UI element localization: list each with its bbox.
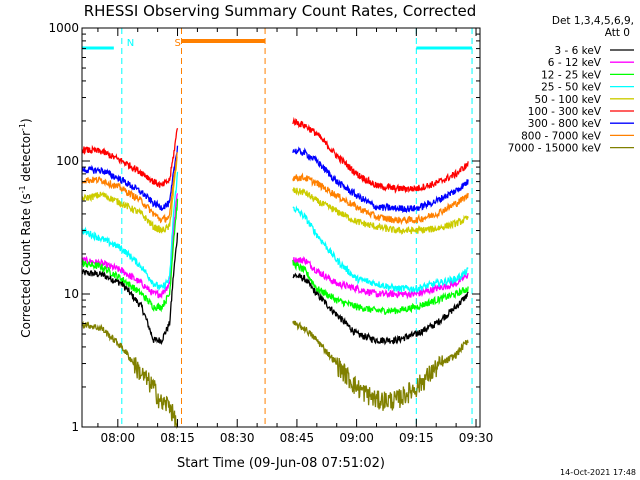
series-line-pre-saa [81,198,179,313]
legend-header-detectors: Det 1,3,4,5,6,9, [552,15,634,27]
legend-entry-label: 300 - 800 keV [528,118,602,130]
interval-marker-label: S [175,38,181,49]
x-tick-label: 08:15 [160,431,195,445]
y-axis-label-part: detector [19,131,33,186]
series-line-pre-saa [81,193,179,299]
y-tick-label: 1000 [48,21,79,35]
series-line-post-saa [292,187,469,235]
series-line-post-saa [292,260,469,315]
legend-entry-label: 50 - 100 keV [534,94,601,106]
legend-header-attenuator: Att 0 [605,27,630,39]
x-tick-label: 08:00 [101,431,136,445]
y-axis-label: Corrected Count Rate (s-1 detector-1) [18,118,33,337]
footer-timestamp: 14-Oct-2021 17:48 [560,468,636,477]
interval-marker-label: N [127,38,134,49]
y-axis-label-part: Corrected Count Rate (s [19,193,33,337]
series-line-post-saa [292,205,469,294]
series-line-post-saa [292,320,469,411]
legend-entry-label: 3 - 6 keV [554,45,601,57]
legend-entry-label: 7000 - 15000 keV [508,143,602,155]
series-line-pre-saa [81,320,179,429]
legend-entry-label: 6 - 12 keV [548,57,602,69]
series-line-pre-saa [81,151,179,224]
y-tick-label: 10 [64,287,79,301]
series-layer [81,116,469,429]
series-line-pre-saa [81,171,179,292]
axes-layer: 08:00 08:15 08:30 08:45 09:00 09:15 09:30 1 10 10… [48,21,493,445]
y-tick-label: 100 [56,154,79,168]
y-tick-label: 1 [71,420,79,434]
series-line-post-saa [292,256,469,300]
x-axis-label: Start Time (09-Jun-08 07:51:02) [177,456,385,471]
series-line-post-saa [292,172,469,226]
legend-entry-label: 100 - 300 keV [528,106,602,118]
x-tick-label: 08:30 [220,431,255,445]
series-line-pre-saa [81,128,179,188]
legend-entry-label: 25 - 50 keV [541,82,602,94]
plot-frame [81,27,481,428]
series-line-pre-saa [81,155,178,234]
x-tick-label: 09:15 [399,431,434,445]
y-axis-label-part: -1 [18,185,27,193]
x-tick-label: 09:00 [339,431,374,445]
chart-title: RHESSI Observing Summary Count Rates, Co… [84,2,477,20]
series-line-post-saa [292,116,469,194]
legend-entry-label: 800 - 7000 keV [521,130,602,142]
series-line-pre-saa [81,232,179,346]
y-axis-label-part: -1 [18,123,27,131]
series-line-post-saa [292,146,469,214]
x-tick-label: 09:30 [459,431,494,445]
legend-entry-label: 12 - 25 keV [541,69,602,81]
y-axis-label-part: ) [19,118,33,123]
series-line-post-saa [292,272,469,346]
x-tick-label: 08:45 [280,431,315,445]
series-line-pre-saa [81,145,179,211]
